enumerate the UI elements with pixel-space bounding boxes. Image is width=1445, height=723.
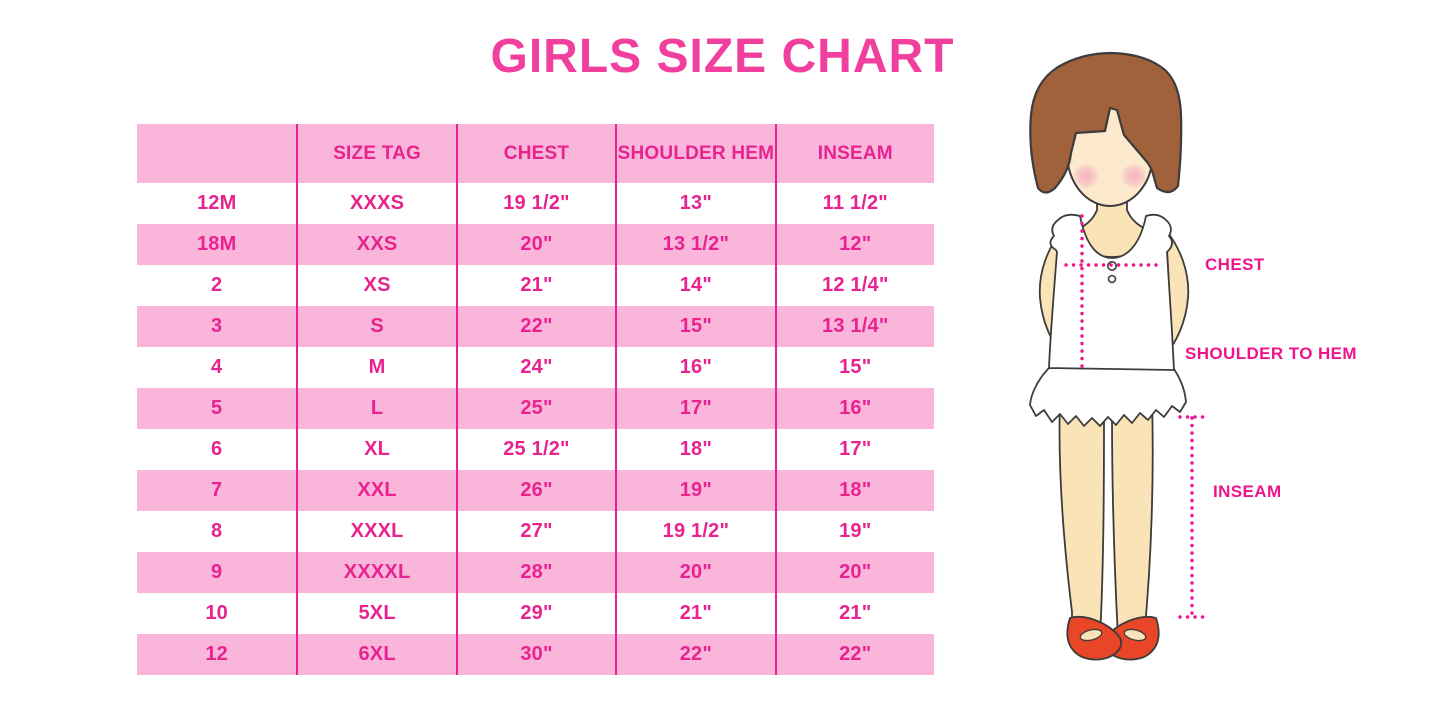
measurement-cell: 20" xyxy=(615,552,774,593)
shirt xyxy=(1048,213,1175,371)
size-cell: 4 xyxy=(211,356,223,378)
left-blush xyxy=(1073,163,1099,189)
size-cell: 12 xyxy=(205,643,229,665)
measurement-cell: XXXS xyxy=(296,183,455,224)
measurement-cell: 21" xyxy=(774,593,934,634)
measurement-cell: 25 1/2" xyxy=(455,429,615,470)
column-header: SIZE TAG xyxy=(296,124,455,183)
measurement-cell: 12 1/4" xyxy=(774,265,934,306)
size-cell: 12M xyxy=(196,192,237,214)
measurement-cell: 30" xyxy=(455,634,615,675)
shirt-button-bottom xyxy=(1107,274,1117,284)
measurement-cell: 14" xyxy=(615,265,774,306)
size-cell: 10 xyxy=(205,602,229,624)
measurement-cell: 19 1/2" xyxy=(615,511,774,552)
measurement-cell: 25" xyxy=(455,388,615,429)
measurement-cell: 15" xyxy=(774,347,934,388)
size-table: SIZE TAG CHEST SHOULDER HEM INSEAM 12M XXXS 19… xyxy=(137,124,934,675)
right-leg xyxy=(1111,399,1154,639)
hair xyxy=(1029,51,1183,194)
table-row: 5 L 25" 17" 16" xyxy=(137,388,934,429)
size-cell: 6 xyxy=(211,438,223,460)
measurement-cell: 28" xyxy=(455,552,615,593)
measurement-cell: 19" xyxy=(615,470,774,511)
column-header xyxy=(137,124,296,183)
measurement-cell: 21" xyxy=(455,265,615,306)
size-cell: 18M xyxy=(196,233,237,255)
table-row: 6 XL 25 1/2" 18" 17" xyxy=(137,429,934,470)
table-row: 8 XXXL 27" 19 1/2" 19" xyxy=(137,511,934,552)
measurement-cell: 22" xyxy=(774,634,934,675)
table-row: 18M XXS 20" 13 1/2" 12" xyxy=(137,224,934,265)
table-row: 7 XXL 26" 19" 18" xyxy=(137,470,934,511)
size-cell: 7 xyxy=(211,479,223,501)
measurement-cell: XS xyxy=(296,265,455,306)
measurement-cell: 20" xyxy=(455,224,615,265)
inseam-label: INSEAM xyxy=(1213,482,1282,501)
measurement-cell: 16" xyxy=(774,388,934,429)
measurement-cell: 13 1/4" xyxy=(774,306,934,347)
left-shoe xyxy=(1066,616,1123,661)
measurement-cell: 17" xyxy=(615,388,774,429)
measurement-cell: XXS xyxy=(296,224,455,265)
size-cell: 2 xyxy=(211,274,223,296)
size-cell: 8 xyxy=(211,520,223,542)
measurement-cell: 17" xyxy=(774,429,934,470)
measurement-cell: 24" xyxy=(455,347,615,388)
table-row: 2 XS 21" 14" 12 1/4" xyxy=(137,265,934,306)
column-header: SHOULDER HEM xyxy=(615,124,774,183)
measurement-cell: 13" xyxy=(615,183,774,224)
shoulder-to-hem-label: SHOULDER TO HEM xyxy=(1185,344,1357,363)
table-row: 12 6XL 30" 22" 22" xyxy=(137,634,934,675)
measurement-cell: 22" xyxy=(455,306,615,347)
table-row: 3 S 22" 15" 13 1/4" xyxy=(137,306,934,347)
table-header-row: SIZE TAG CHEST SHOULDER HEM INSEAM xyxy=(137,124,934,183)
measurement-cell: 6XL xyxy=(296,634,455,675)
measurement-cell: 19 1/2" xyxy=(455,183,615,224)
measurement-cell: 26" xyxy=(455,470,615,511)
table-row: 9 XXXXL 28" 20" 20" xyxy=(137,552,934,593)
measurement-cell: XXL xyxy=(296,470,455,511)
measurement-cell: L xyxy=(296,388,455,429)
skirt xyxy=(1029,367,1187,427)
measurement-cell: 20" xyxy=(774,552,934,593)
neck xyxy=(1078,187,1146,258)
measurement-cell: XXXXL xyxy=(296,552,455,593)
measurement-cell: 15" xyxy=(615,306,774,347)
measurement-cell: 29" xyxy=(455,593,615,634)
size-cell: 5 xyxy=(211,397,223,419)
chest-label: CHEST xyxy=(1205,255,1265,274)
measurement-cell: 18" xyxy=(774,470,934,511)
measurement-cell: M xyxy=(296,347,455,388)
measurement-cell: 27" xyxy=(455,511,615,552)
measurement-cell: 19" xyxy=(774,511,934,552)
table-row: 4 M 24" 16" 15" xyxy=(137,347,934,388)
left-leg xyxy=(1058,399,1105,639)
measurement-cell: 18" xyxy=(615,429,774,470)
size-cell: 3 xyxy=(211,315,223,337)
table-row: 12M XXXS 19 1/2" 13" 11 1/2" xyxy=(137,183,934,224)
measurement-cell: 21" xyxy=(615,593,774,634)
measurement-cell: 22" xyxy=(615,634,774,675)
column-header: CHEST xyxy=(455,124,615,183)
measurement-cell: XL xyxy=(296,429,455,470)
measurement-cell: S xyxy=(296,306,455,347)
measurement-cell: 12" xyxy=(774,224,934,265)
column-header: INSEAM xyxy=(774,124,934,183)
table-row: 10 5XL 29" 21" 21" xyxy=(137,593,934,634)
measurement-cell: 13 1/2" xyxy=(615,224,774,265)
measurement-cell: 5XL xyxy=(296,593,455,634)
measurement-cell: XXXL xyxy=(296,511,455,552)
page-title: GIRLS SIZE CHART xyxy=(490,30,955,83)
measurement-cell: 11 1/2" xyxy=(774,183,934,224)
right-blush xyxy=(1121,163,1147,189)
measurement-cell: 16" xyxy=(615,347,774,388)
girl-figure-illustration xyxy=(1029,51,1207,661)
size-cell: 9 xyxy=(211,561,223,583)
